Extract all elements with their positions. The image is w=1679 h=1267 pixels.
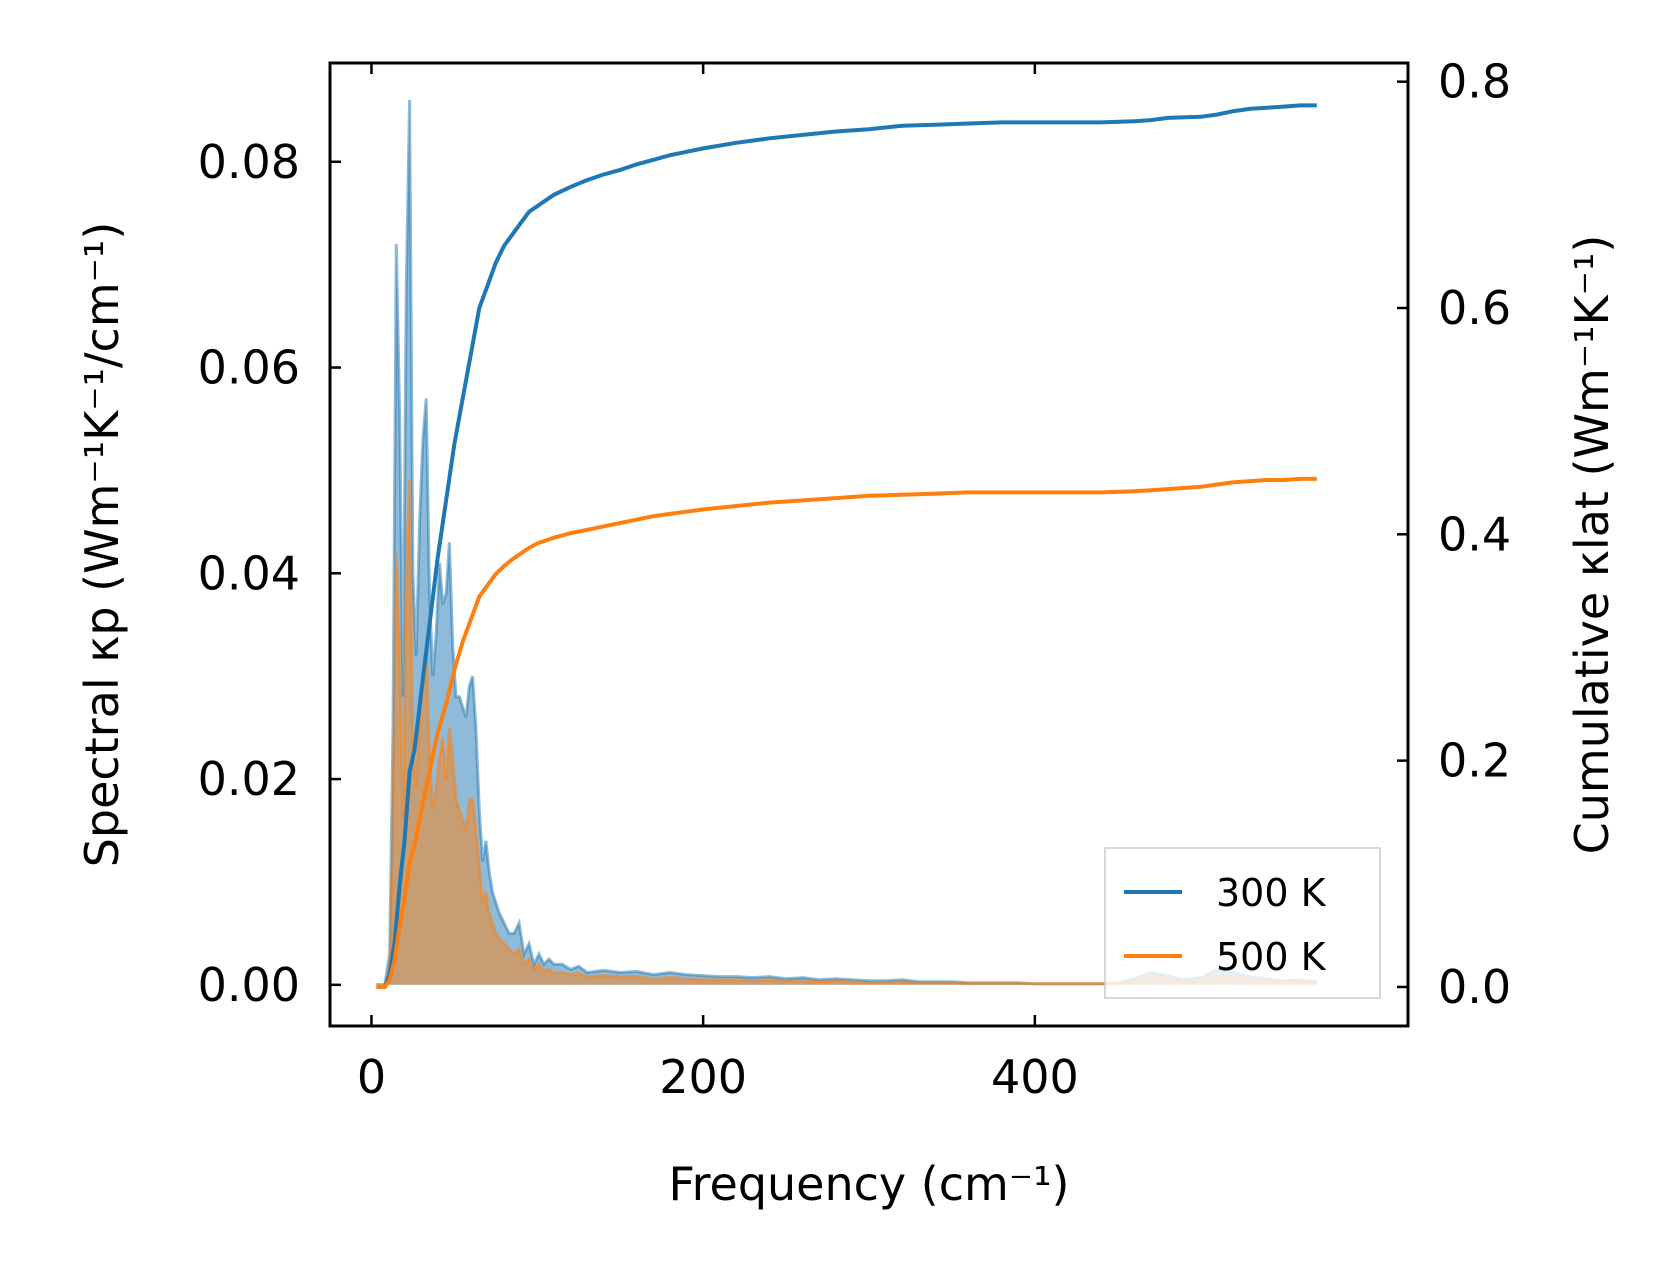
plot-area bbox=[376, 99, 1317, 989]
y2-axis-title: Cumulative κlat (Wm⁻¹K⁻¹) bbox=[1565, 235, 1619, 855]
cumulative-line-500-k bbox=[376, 476, 1317, 989]
ticks: 0 200 400 0.00 0.02 0.04 0.06 0.08 0.0 0.2 0.4 0.6 0… bbox=[198, 55, 1512, 1104]
cumulative-line-300-k bbox=[376, 103, 1317, 989]
legend-box bbox=[1104, 847, 1381, 999]
y-tick-label: 0.04 bbox=[198, 546, 300, 600]
y2-tick-label: 0.6 bbox=[1438, 281, 1511, 335]
plot-frame bbox=[328, 61, 1410, 1028]
legend-label: 500 K bbox=[1216, 935, 1327, 979]
x-tick-label: 200 bbox=[659, 1050, 747, 1104]
legend: 300 K 500 K bbox=[1104, 847, 1381, 999]
y-tick-label: 0.02 bbox=[198, 752, 300, 806]
x-tick-label: 0 bbox=[357, 1050, 386, 1104]
spectral-area-500-k bbox=[376, 480, 1317, 985]
x-tick-label: 400 bbox=[991, 1050, 1079, 1104]
x-axis-title: Frequency (cm⁻¹) bbox=[669, 1157, 1070, 1211]
spectral-line-500-k bbox=[376, 480, 1317, 987]
y-tick-label: 0.00 bbox=[198, 958, 300, 1012]
y-tick-label: 0.08 bbox=[198, 135, 300, 189]
y-tick-label: 0.06 bbox=[198, 341, 300, 395]
y2-tick-label: 0.4 bbox=[1438, 507, 1511, 561]
y-axis-title: Spectral κp (Wm⁻¹K⁻¹/cm⁻¹) bbox=[75, 222, 129, 868]
legend-label: 300 K bbox=[1216, 871, 1327, 915]
y2-tick-label: 0.8 bbox=[1438, 55, 1511, 109]
y2-tick-label: 0.0 bbox=[1438, 960, 1511, 1014]
y2-tick-label: 0.2 bbox=[1438, 734, 1511, 788]
